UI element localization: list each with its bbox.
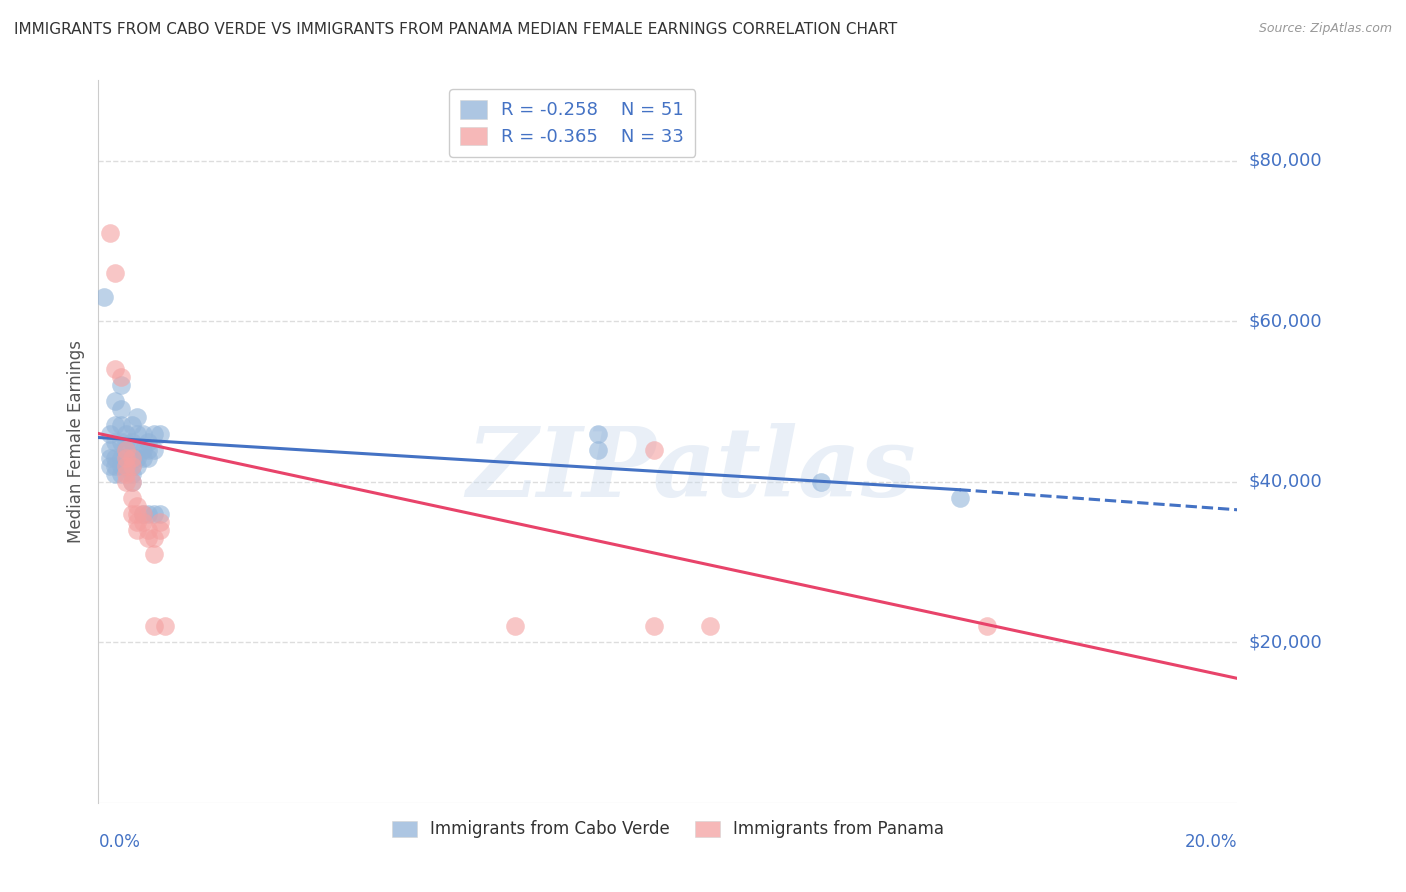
- Point: [148, 507, 170, 521]
- Text: 20.0%: 20.0%: [1185, 833, 1237, 851]
- Point: [121, 458, 143, 473]
- Point: [121, 434, 143, 449]
- Point: [132, 515, 155, 529]
- Text: IMMIGRANTS FROM CABO VERDE VS IMMIGRANTS FROM PANAMA MEDIAN FEMALE EARNINGS CORR: IMMIGRANTS FROM CABO VERDE VS IMMIGRANTS…: [14, 22, 897, 37]
- Point: [104, 394, 127, 409]
- Point: [110, 450, 132, 465]
- Text: $40,000: $40,000: [1249, 473, 1322, 491]
- Point: [148, 426, 170, 441]
- Point: [104, 266, 127, 280]
- Point: [148, 515, 170, 529]
- Point: [121, 475, 143, 489]
- Point: [121, 467, 143, 481]
- Point: [643, 619, 665, 633]
- Point: [98, 458, 121, 473]
- Point: [810, 475, 832, 489]
- Point: [110, 467, 132, 481]
- Point: [115, 442, 138, 457]
- Point: [699, 619, 721, 633]
- Point: [110, 418, 132, 433]
- Point: [143, 619, 166, 633]
- Point: [138, 507, 160, 521]
- Point: [110, 458, 132, 473]
- Text: 0.0%: 0.0%: [98, 833, 141, 851]
- Point: [115, 434, 138, 449]
- Point: [143, 442, 166, 457]
- Text: $60,000: $60,000: [1249, 312, 1322, 330]
- Point: [98, 442, 121, 457]
- Point: [127, 523, 149, 537]
- Point: [143, 507, 166, 521]
- Point: [121, 418, 143, 433]
- Point: [98, 426, 121, 441]
- Point: [121, 450, 143, 465]
- Point: [104, 467, 127, 481]
- Y-axis label: Median Female Earnings: Median Female Earnings: [66, 340, 84, 543]
- Point: [110, 378, 132, 392]
- Point: [143, 426, 166, 441]
- Point: [115, 475, 138, 489]
- Point: [127, 442, 149, 457]
- Point: [127, 450, 149, 465]
- Point: [132, 426, 155, 441]
- Point: [104, 434, 127, 449]
- Point: [104, 450, 127, 465]
- Point: [588, 442, 610, 457]
- Point: [132, 507, 155, 521]
- Point: [115, 467, 138, 481]
- Point: [132, 507, 155, 521]
- Point: [138, 434, 160, 449]
- Point: [138, 450, 160, 465]
- Point: [110, 434, 132, 449]
- Point: [98, 226, 121, 240]
- Point: [132, 442, 155, 457]
- Point: [115, 426, 138, 441]
- Point: [110, 370, 132, 384]
- Text: ZIPatlas: ZIPatlas: [465, 424, 915, 517]
- Text: $80,000: $80,000: [1249, 152, 1322, 169]
- Point: [127, 507, 149, 521]
- Point: [121, 507, 143, 521]
- Point: [127, 458, 149, 473]
- Point: [153, 619, 176, 633]
- Point: [127, 426, 149, 441]
- Text: Source: ZipAtlas.com: Source: ZipAtlas.com: [1258, 22, 1392, 36]
- Point: [98, 450, 121, 465]
- Point: [104, 458, 127, 473]
- Point: [121, 458, 143, 473]
- Point: [138, 531, 160, 545]
- Point: [138, 442, 160, 457]
- Point: [138, 523, 160, 537]
- Point: [143, 531, 166, 545]
- Legend: Immigrants from Cabo Verde, Immigrants from Panama: Immigrants from Cabo Verde, Immigrants f…: [385, 814, 950, 845]
- Point: [115, 450, 138, 465]
- Point: [115, 450, 138, 465]
- Point: [121, 475, 143, 489]
- Point: [948, 491, 970, 505]
- Point: [503, 619, 526, 633]
- Point: [643, 442, 665, 457]
- Point: [115, 458, 138, 473]
- Point: [110, 402, 132, 417]
- Point: [93, 290, 115, 304]
- Text: $20,000: $20,000: [1249, 633, 1322, 651]
- Point: [115, 442, 138, 457]
- Point: [127, 515, 149, 529]
- Point: [104, 418, 127, 433]
- Point: [148, 523, 170, 537]
- Point: [127, 410, 149, 425]
- Point: [127, 499, 149, 513]
- Point: [143, 547, 166, 561]
- Point: [588, 426, 610, 441]
- Point: [132, 450, 155, 465]
- Point: [121, 491, 143, 505]
- Point: [976, 619, 998, 633]
- Point: [104, 362, 127, 376]
- Point: [115, 458, 138, 473]
- Point: [121, 450, 143, 465]
